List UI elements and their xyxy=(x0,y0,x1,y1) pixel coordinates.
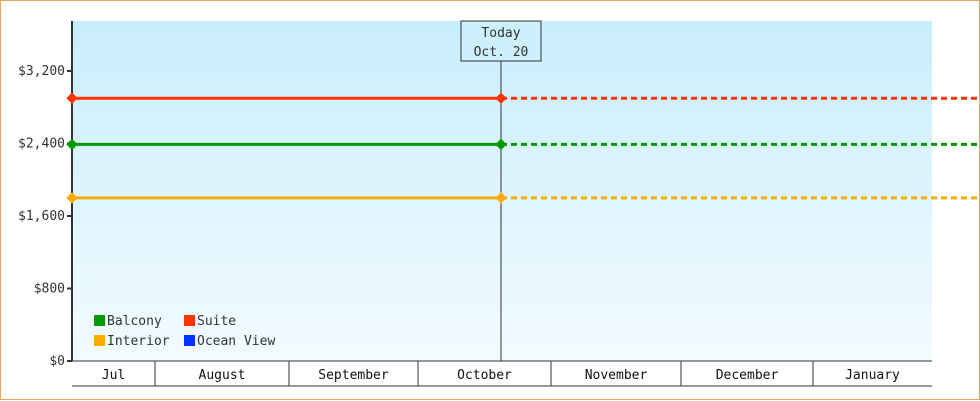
y-tick-label: $0 xyxy=(49,354,65,369)
legend-label: Interior xyxy=(107,334,170,349)
y-tick-label: $3,200 xyxy=(18,64,65,79)
today-label-box xyxy=(460,20,542,62)
x-tick-label: August xyxy=(199,368,246,383)
x-tick-label: Jul xyxy=(102,368,125,383)
today-label: Today xyxy=(481,26,520,41)
legend-swatch xyxy=(94,335,105,346)
y-tick-label: $1,600 xyxy=(18,209,65,224)
interior-point xyxy=(495,192,507,204)
legend-label: Suite xyxy=(197,314,236,329)
today-date: Oct. 20 xyxy=(474,45,529,60)
x-tick-label: October xyxy=(457,368,512,383)
x-tick-label: September xyxy=(318,368,389,383)
plot-area xyxy=(72,21,932,361)
legend-swatch xyxy=(184,335,195,346)
legend-label: Balcony xyxy=(107,314,162,329)
legend-swatch xyxy=(184,315,195,326)
balcony-point xyxy=(495,138,507,151)
x-tick-label: December xyxy=(716,368,779,383)
y-tick-label: $2,400 xyxy=(18,137,65,152)
legend-label: Ocean View xyxy=(197,334,275,349)
legend-swatch xyxy=(94,315,105,326)
x-tick-label: January xyxy=(845,368,900,383)
x-tick-label: November xyxy=(585,368,648,383)
y-tick-label: $800 xyxy=(34,282,65,297)
